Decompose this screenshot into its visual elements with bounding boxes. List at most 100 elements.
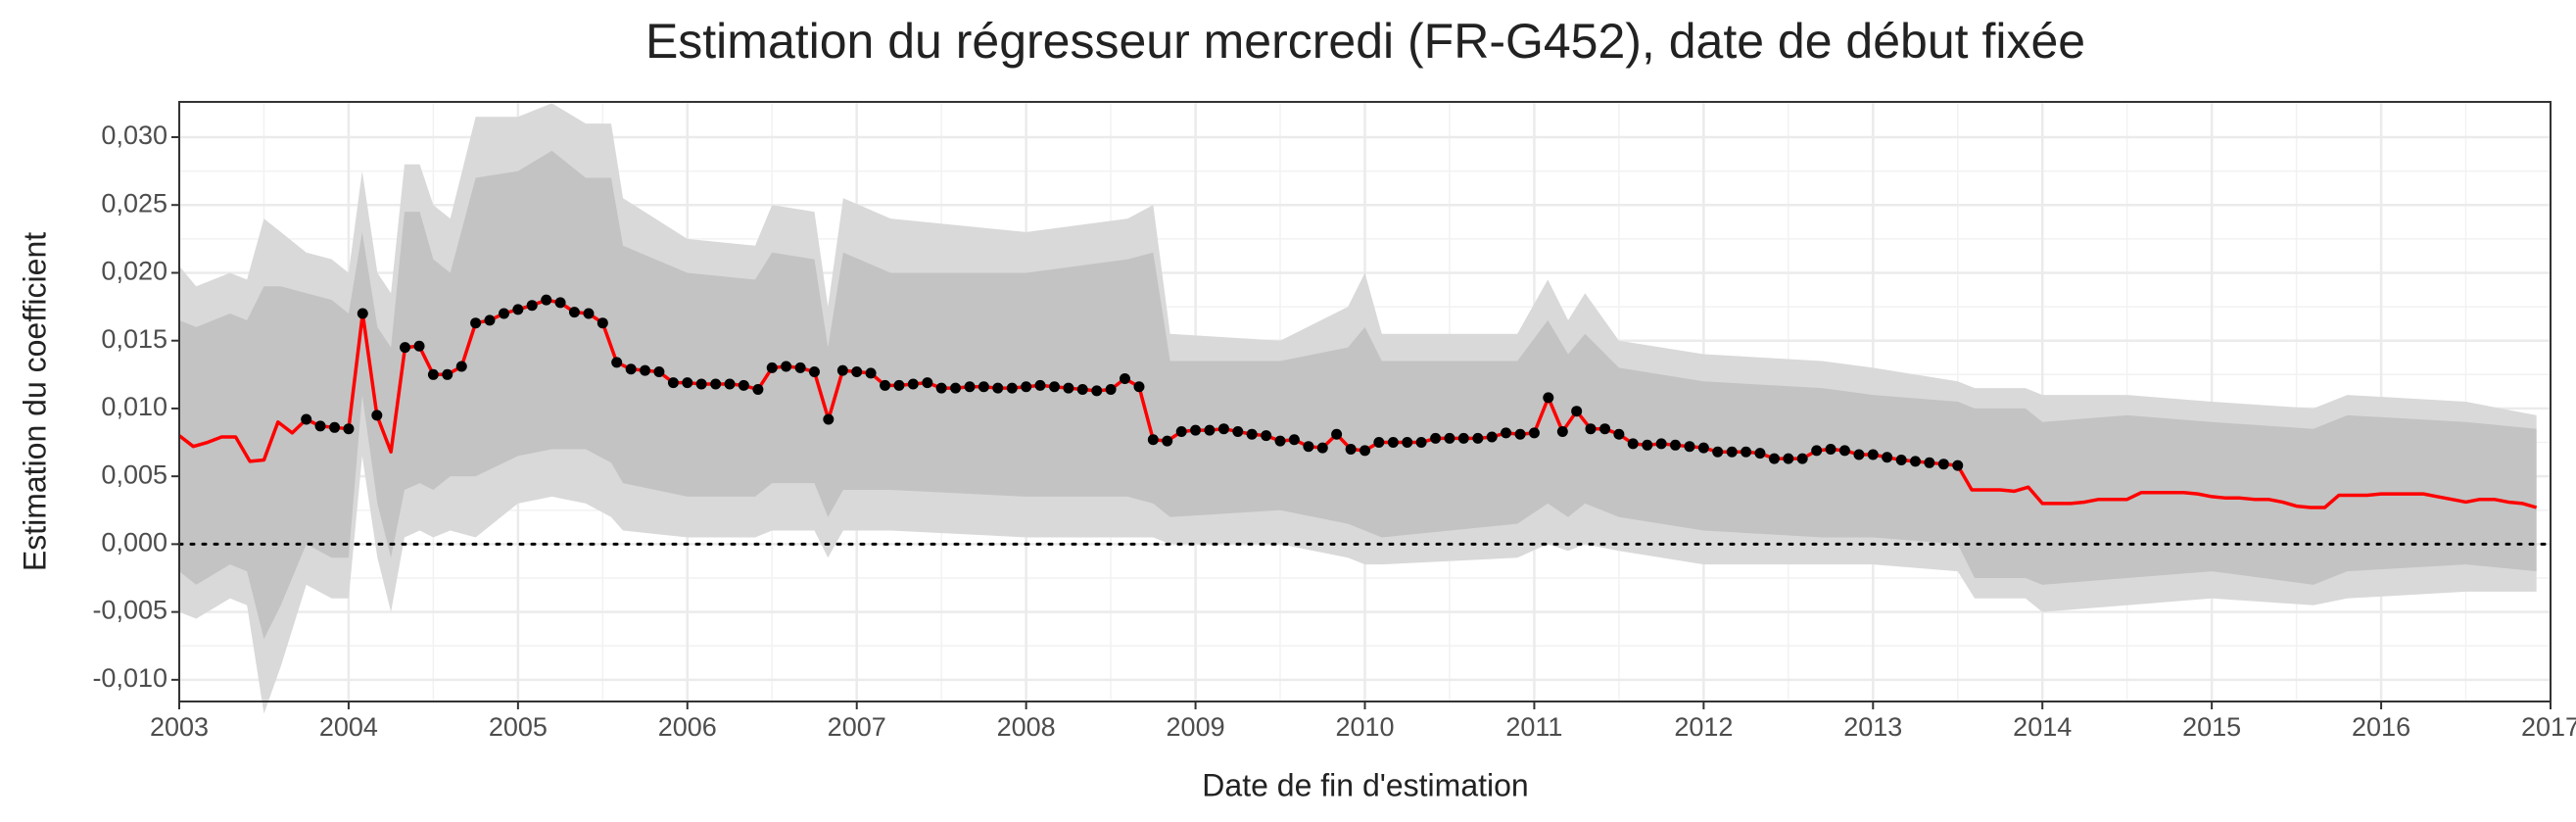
y-tick-label: 0,000 xyxy=(101,528,167,557)
data-point xyxy=(1316,442,1328,454)
y-tick-label: 0,020 xyxy=(101,257,167,286)
data-point xyxy=(667,377,679,389)
data-point xyxy=(893,379,905,391)
data-point xyxy=(1684,441,1695,453)
data-point xyxy=(1712,446,1724,458)
x-tick-label: 2012 xyxy=(1674,712,1733,742)
data-point xyxy=(1655,438,1667,450)
data-point xyxy=(766,362,778,373)
y-tick-label: -0,010 xyxy=(92,663,167,693)
data-point xyxy=(568,307,580,318)
data-point xyxy=(1246,428,1258,440)
data-point xyxy=(1472,432,1484,444)
data-point xyxy=(1627,438,1639,450)
x-tick-label: 2003 xyxy=(150,712,209,742)
data-point xyxy=(357,308,368,319)
data-point xyxy=(752,384,764,396)
x-tick-label: 2006 xyxy=(658,712,717,742)
data-point xyxy=(880,379,891,391)
data-point xyxy=(442,368,453,380)
plot-border xyxy=(178,101,2552,702)
x-tick-label: 2016 xyxy=(2352,712,2410,742)
data-point xyxy=(907,378,919,390)
data-point xyxy=(1105,384,1117,396)
data-point xyxy=(1952,459,1964,471)
x-tick-label: 2008 xyxy=(997,712,1056,742)
data-point xyxy=(1811,445,1823,457)
data-point xyxy=(1924,457,1935,468)
data-point xyxy=(1571,406,1583,417)
data-point xyxy=(1006,382,1018,394)
data-point xyxy=(1726,446,1738,458)
data-point xyxy=(1063,382,1074,394)
data-point xyxy=(470,317,482,329)
data-point xyxy=(1514,428,1526,440)
x-tick-label: 2011 xyxy=(1505,712,1562,742)
data-point xyxy=(1430,432,1442,444)
data-point xyxy=(1303,441,1314,453)
data-point xyxy=(1444,432,1455,444)
data-point xyxy=(413,340,425,352)
data-point xyxy=(710,378,722,390)
y-tick-label: -0,005 xyxy=(92,596,167,625)
data-point xyxy=(1331,428,1343,440)
data-point xyxy=(1021,381,1032,393)
data-point xyxy=(1825,443,1837,455)
data-point xyxy=(865,367,877,379)
data-point xyxy=(329,421,341,433)
data-point xyxy=(808,366,820,378)
data-point xyxy=(1882,452,1893,463)
data-point xyxy=(484,314,496,326)
confidence-band xyxy=(179,150,2537,640)
data-point xyxy=(1697,442,1709,454)
data-point xyxy=(1360,445,1370,457)
data-point xyxy=(1669,439,1681,451)
data-point xyxy=(499,308,510,319)
data-point xyxy=(1556,425,1568,437)
x-tick-label: 2017 xyxy=(2521,712,2576,742)
data-point xyxy=(1642,439,1653,451)
data-point xyxy=(1937,459,1949,470)
data-point xyxy=(1119,372,1130,384)
x-tick-label: 2013 xyxy=(1843,712,1902,742)
x-tick-label: 2014 xyxy=(2013,712,2072,742)
data-point xyxy=(1133,381,1145,393)
data-point xyxy=(781,361,792,372)
y-axis-title: Estimation du coefficient xyxy=(17,232,52,571)
data-point xyxy=(682,377,693,389)
data-point xyxy=(1345,443,1357,455)
data-point xyxy=(1162,435,1173,447)
data-point xyxy=(851,366,863,378)
data-point xyxy=(1613,428,1625,440)
data-point xyxy=(400,342,411,354)
y-tick-label: 0,015 xyxy=(101,324,167,354)
data-point xyxy=(1049,381,1061,393)
data-point xyxy=(1175,425,1187,437)
data-point xyxy=(1217,423,1229,435)
data-point xyxy=(1274,435,1286,447)
data-point xyxy=(583,308,595,319)
data-point xyxy=(1373,437,1385,449)
data-point xyxy=(512,304,524,315)
data-point xyxy=(343,423,355,435)
data-point xyxy=(738,379,749,391)
data-point xyxy=(1204,424,1216,436)
data-point xyxy=(1147,434,1159,446)
data-point xyxy=(554,297,566,309)
data-point xyxy=(978,381,989,393)
data-point xyxy=(935,382,947,394)
data-point xyxy=(1783,453,1794,464)
data-point xyxy=(640,364,651,376)
data-point xyxy=(823,413,835,425)
data-point xyxy=(1415,437,1427,449)
data-point xyxy=(1599,423,1611,435)
data-point xyxy=(1528,427,1540,439)
data-point xyxy=(1838,445,1850,457)
data-point xyxy=(371,410,383,421)
data-point xyxy=(1895,455,1907,466)
data-point xyxy=(1585,423,1597,435)
data-point xyxy=(1190,424,1202,436)
data-point xyxy=(541,294,552,306)
data-point xyxy=(653,366,665,378)
